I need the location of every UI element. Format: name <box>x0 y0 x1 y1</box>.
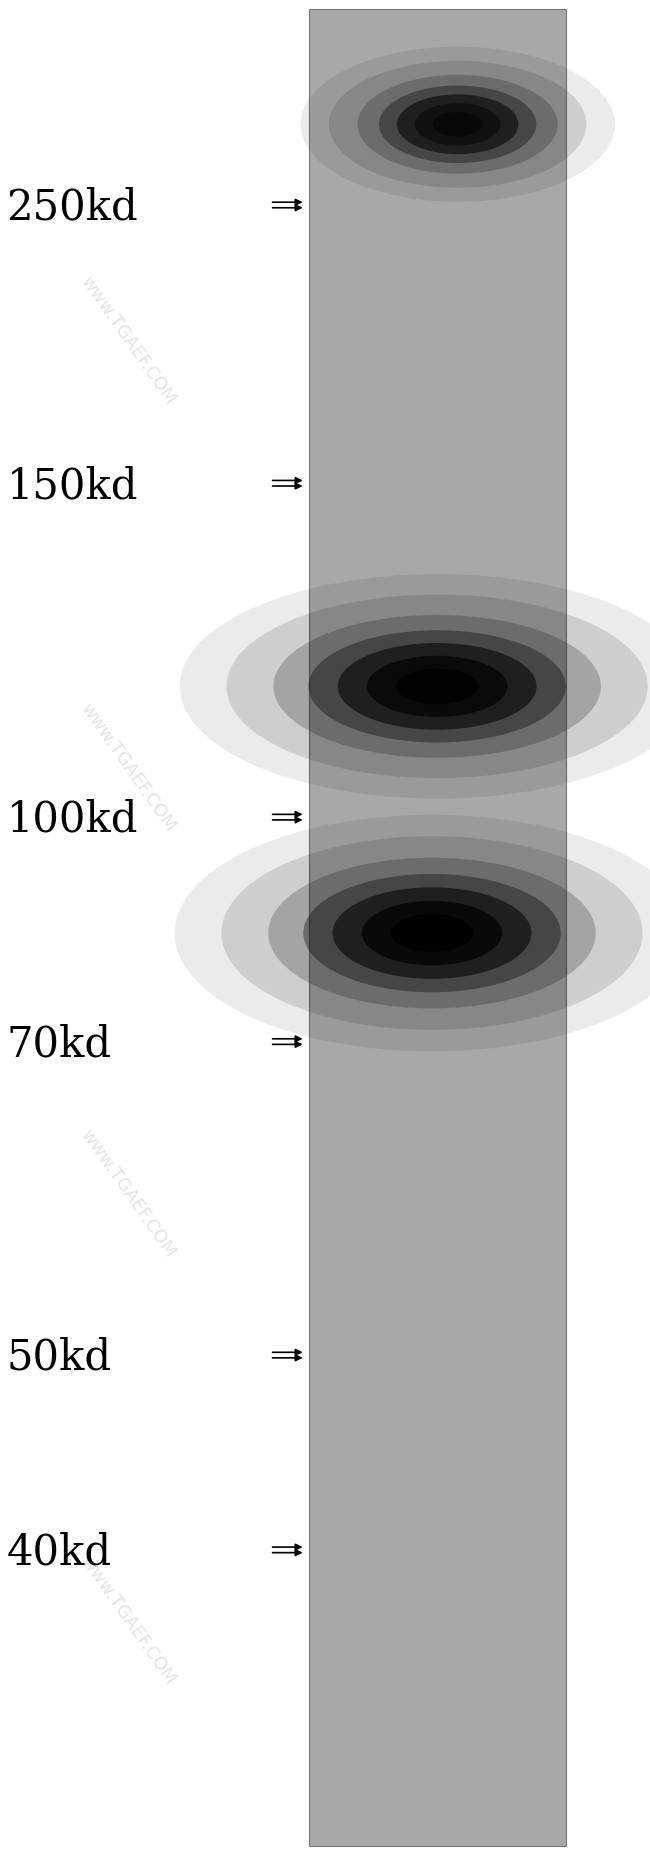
Text: 150kd: 150kd <box>6 466 138 506</box>
Ellipse shape <box>300 46 615 202</box>
Ellipse shape <box>273 614 601 757</box>
Ellipse shape <box>415 104 500 145</box>
Ellipse shape <box>175 814 650 1052</box>
Ellipse shape <box>268 857 596 1009</box>
Text: 100kd: 100kd <box>6 800 138 840</box>
Ellipse shape <box>329 61 586 187</box>
Bar <box>309 9 566 1846</box>
Ellipse shape <box>362 902 502 965</box>
Text: 50kd: 50kd <box>6 1337 112 1378</box>
Ellipse shape <box>433 111 483 137</box>
Ellipse shape <box>358 74 558 174</box>
Text: 250kd: 250kd <box>6 187 138 228</box>
Ellipse shape <box>304 874 561 992</box>
Ellipse shape <box>227 594 647 777</box>
Ellipse shape <box>179 573 650 798</box>
Ellipse shape <box>397 95 519 154</box>
Text: www.TGAEF.COM: www.TGAEF.COM <box>77 699 179 835</box>
Ellipse shape <box>338 644 537 729</box>
Text: 70kd: 70kd <box>6 1024 112 1065</box>
Ellipse shape <box>333 887 532 979</box>
Text: 40kd: 40kd <box>6 1532 112 1573</box>
Text: www.TGAEF.COM: www.TGAEF.COM <box>77 1553 179 1688</box>
Ellipse shape <box>367 655 507 716</box>
Ellipse shape <box>379 85 536 163</box>
Ellipse shape <box>308 631 566 742</box>
Ellipse shape <box>391 915 473 952</box>
Ellipse shape <box>222 837 643 1030</box>
Text: www.TGAEF.COM: www.TGAEF.COM <box>77 1126 179 1261</box>
Text: www.TGAEF.COM: www.TGAEF.COM <box>77 273 179 408</box>
Ellipse shape <box>396 668 478 705</box>
